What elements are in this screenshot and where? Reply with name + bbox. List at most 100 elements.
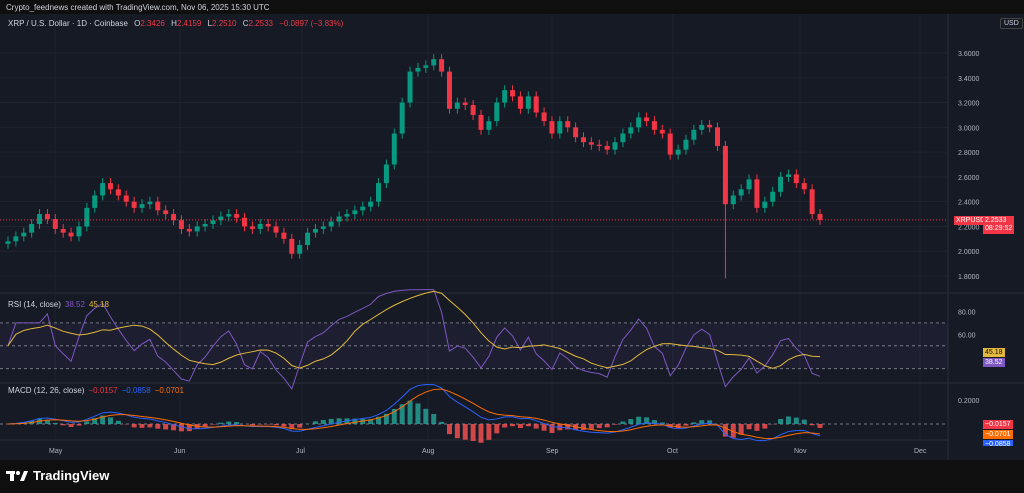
- candle-body: [533, 96, 539, 113]
- macd-histogram-bar: [139, 424, 145, 428]
- candle-body: [186, 228, 192, 232]
- macd-histogram-bar: [722, 424, 728, 437]
- macd-tick: 0.2000: [958, 398, 980, 405]
- tradingview-logo: TradingView: [6, 468, 109, 483]
- macd-histogram-bar: [297, 424, 303, 428]
- last-price: 2.2533: [985, 217, 1007, 224]
- candle-body: [446, 71, 452, 109]
- change-value: −0.0897 (−3.83%): [279, 19, 344, 28]
- price-tick: 3.0000: [958, 125, 980, 132]
- macd-signal-value: −0.0701: [154, 386, 184, 395]
- macd-histogram-bar: [738, 424, 744, 435]
- macd-histogram-bar: [517, 424, 523, 429]
- macd-histogram-bar: [289, 424, 295, 430]
- price-tick: 2.8000: [958, 150, 980, 157]
- candle-body: [68, 232, 74, 237]
- candle-body: [100, 183, 106, 196]
- macd-histogram-bar: [281, 424, 287, 427]
- candle-body: [738, 189, 744, 196]
- currency-button[interactable]: USD: [1000, 18, 1023, 29]
- macd-histogram-bar: [494, 424, 500, 434]
- macd-histogram-bar: [730, 424, 736, 438]
- rsi-tag: 38.52: [983, 358, 1005, 367]
- candle-body: [383, 164, 389, 184]
- macd-histogram-bar: [68, 424, 74, 427]
- macd-histogram-bar: [636, 416, 642, 424]
- macd-histogram-bar: [234, 422, 240, 424]
- candle-body: [391, 133, 397, 165]
- macd-histogram-bar: [746, 424, 752, 430]
- macd-histogram-bar: [809, 424, 815, 426]
- candle-body: [549, 121, 555, 134]
- macd-histogram-bar: [399, 404, 405, 424]
- macd-histogram-bar: [651, 420, 657, 424]
- candle-body: [715, 127, 721, 146]
- macd-histogram-bar: [320, 420, 326, 424]
- macd-histogram-bar: [186, 424, 192, 432]
- candle-body: [651, 121, 657, 130]
- l-label: L: [207, 19, 213, 28]
- macd-histogram-bar: [470, 424, 476, 441]
- candle-body: [131, 201, 137, 208]
- candle-body: [29, 223, 35, 233]
- chart-credit: Crypto_feednews created with TradingView…: [6, 3, 270, 12]
- macd-histogram-bar: [659, 422, 665, 424]
- candle-body: [541, 112, 547, 122]
- macd-histogram-bar: [565, 424, 571, 430]
- macd-histogram-bar: [218, 422, 224, 424]
- candle-body: [486, 121, 492, 130]
- chart-svg[interactable]: 3.6000 3.4000 3.2000 3.0000 2.8000 2.6000 2.40…: [0, 14, 1024, 460]
- price-tick: 3.6000: [958, 51, 980, 58]
- macd-histogram-bar: [171, 424, 177, 431]
- rsi-ma-value: 45.18: [88, 300, 109, 309]
- macd-histogram-bar: [793, 417, 799, 424]
- macd-histogram-bar: [549, 424, 555, 433]
- macd-histogram-bar: [620, 421, 626, 424]
- candle-body: [76, 226, 82, 237]
- chart-frame[interactable]: 3.6000 3.4000 3.2000 3.0000 2.8000 2.6000 2.40…: [0, 14, 1024, 460]
- h-label: H: [171, 19, 177, 28]
- price-tick: 2.4000: [958, 200, 980, 207]
- candle-body: [376, 183, 382, 202]
- time-tick: Jun: [174, 448, 185, 455]
- candle-body: [596, 144, 602, 146]
- macd-histogram-bar: [147, 424, 153, 428]
- candle-body: [249, 226, 255, 229]
- close-value: 2.2533: [248, 19, 273, 28]
- candle-body: [352, 210, 358, 215]
- candle-body: [699, 124, 705, 130]
- candle-body: [115, 189, 121, 196]
- tradingview-logo-icon: [6, 470, 28, 481]
- symbol-title: XRP / U.S. Dollar · 1D · Coinbase: [8, 19, 128, 28]
- macd-histogram-bar: [778, 419, 784, 424]
- macd-histogram-bar: [478, 424, 484, 443]
- candle-body: [809, 189, 815, 215]
- candle-body: [793, 174, 799, 184]
- candle-body: [336, 216, 342, 222]
- macd-histogram-bar: [163, 424, 169, 430]
- rsi-value: 38.52: [64, 300, 85, 309]
- macd-histogram-bar: [52, 422, 58, 424]
- candle-body: [320, 226, 326, 229]
- candle-body: [171, 214, 177, 221]
- macd-histogram-bar: [312, 421, 318, 424]
- macd-histogram-bar: [107, 417, 113, 424]
- candle-body: [92, 195, 98, 208]
- open-value: 2.3426: [140, 19, 165, 28]
- macd-histogram-bar: [115, 420, 121, 424]
- macd-histogram-bar: [604, 424, 610, 428]
- macd-histogram-bar: [683, 424, 689, 426]
- candle-body: [107, 183, 113, 190]
- candle-body: [13, 236, 19, 242]
- candle-body: [194, 226, 200, 232]
- candle-body: [636, 117, 642, 128]
- candle-body: [667, 133, 673, 155]
- candle-body: [368, 201, 374, 207]
- candle-body: [328, 221, 334, 227]
- macd-histogram-bar: [407, 400, 413, 424]
- macd-histogram-bar: [486, 424, 492, 440]
- candle-body: [123, 195, 129, 202]
- candle-body: [557, 121, 563, 134]
- candle-body: [84, 207, 90, 227]
- candle-body: [707, 124, 713, 128]
